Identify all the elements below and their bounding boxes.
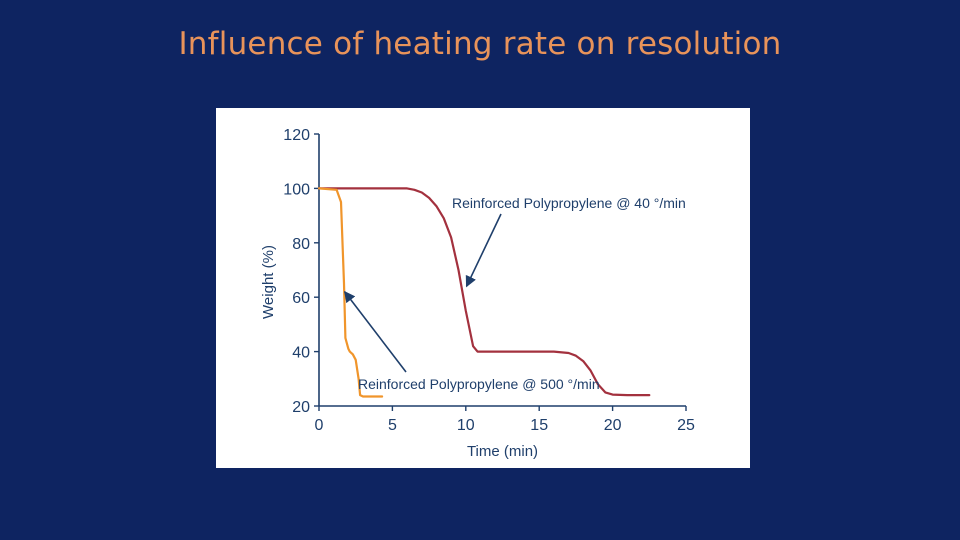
annotations: Reinforced Polypropylene @ 40 °/min Reinf… <box>344 195 686 392</box>
x-tick-label: 10 <box>457 417 475 434</box>
annotation-label-500: Reinforced Polypropylene @ 500 °/min <box>358 376 600 392</box>
x-tick-label: 15 <box>530 417 548 434</box>
y-tick-label: 100 <box>283 181 310 198</box>
x-tick-label: 0 <box>315 417 324 434</box>
x-tick-label: 5 <box>388 417 397 434</box>
axes: 20 40 60 80 100 120 0 5 10 15 20 25 Time (min) Weight… <box>260 127 695 460</box>
series-layer <box>317 187 651 398</box>
annotation-arrow-40 <box>465 213 502 288</box>
annotation-arrow-500 <box>344 290 407 373</box>
y-tick-label: 120 <box>283 127 310 144</box>
x-axis-label: Time (min) <box>467 443 538 460</box>
series-line-40-deg <box>317 187 651 397</box>
y-tick-label: 20 <box>292 399 310 416</box>
slide-title: Influence of heating rate on resolution <box>178 26 782 62</box>
y-tick-label: 40 <box>292 345 310 362</box>
x-tick-label: 25 <box>677 417 695 434</box>
y-tick-label: 60 <box>292 290 310 307</box>
tga-chart: 20 40 60 80 100 120 0 5 10 15 20 25 Time (min) Weight… <box>260 127 695 460</box>
series-line-500-deg <box>317 187 384 398</box>
annotation-label-40: Reinforced Polypropylene @ 40 °/min <box>452 195 686 211</box>
y-axis-label: Weight (%) <box>260 245 277 319</box>
x-tick-label: 20 <box>604 417 622 434</box>
chart-figure: 20 40 60 80 100 120 0 5 10 15 20 25 Time (min) Weight… <box>216 108 750 468</box>
y-tick-label: 80 <box>292 236 310 253</box>
